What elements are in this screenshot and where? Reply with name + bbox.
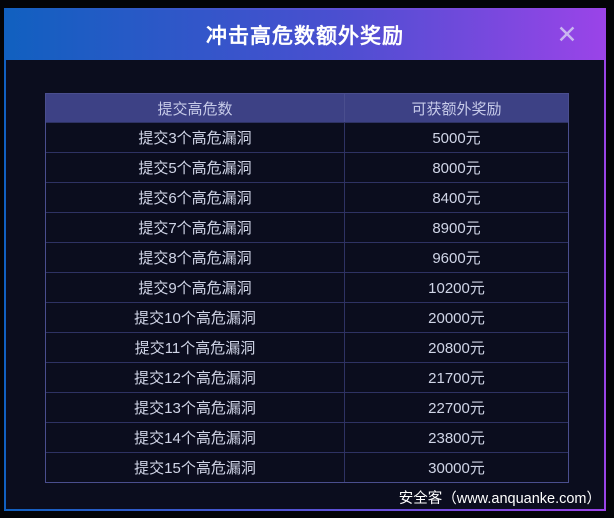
cell-reward: 21700元 — [344, 363, 568, 392]
table-row: 提交6个高危漏洞 8400元 — [46, 182, 568, 212]
cell-count: 提交6个高危漏洞 — [138, 190, 252, 207]
cell-count: 提交7个高危漏洞 — [138, 220, 252, 237]
table-row: 提交11个高危漏洞 20800元 — [46, 332, 568, 362]
cell-count: 提交14个高危漏洞 — [134, 430, 256, 447]
cell-reward: 5000元 — [344, 123, 568, 152]
table-row: 提交15个高危漏洞 30000元 — [46, 452, 568, 482]
cell-reward: 8400元 — [344, 183, 568, 212]
table-row: 提交13个高危漏洞 22700元 — [46, 392, 568, 422]
table-row: 提交5个高危漏洞 8000元 — [46, 152, 568, 182]
cell-count: 提交12个高危漏洞 — [134, 370, 256, 387]
table-header-row: 提交高危数 可获额外奖励 — [46, 94, 568, 122]
cell-count: 提交11个高危漏洞 — [134, 340, 256, 357]
modal-body: 冲击高危数额外奖励 ✕ 提交高危数 可获额外奖励 提交3个高危漏洞 5000元 … — [6, 10, 604, 509]
cell-reward: 10200元 — [344, 273, 568, 302]
table-row: 提交8个高危漏洞 9600元 — [46, 242, 568, 272]
cell-reward: 23800元 — [344, 423, 568, 452]
watermark: 安全客（www.anquanke.com） — [398, 491, 601, 507]
cell-reward: 20000元 — [344, 303, 568, 332]
table-row: 提交7个高危漏洞 8900元 — [46, 212, 568, 242]
table-row: 提交9个高危漏洞 10200元 — [46, 272, 568, 302]
rewards-table: 提交高危数 可获额外奖励 提交3个高危漏洞 5000元 提交5个高危漏洞 800… — [45, 93, 569, 483]
cell-count: 提交15个高危漏洞 — [134, 460, 256, 477]
cell-count: 提交8个高危漏洞 — [138, 250, 252, 267]
cell-reward: 9600元 — [344, 243, 568, 272]
column-header-count: 提交高危数 — [157, 100, 233, 118]
column-header-reward: 可获额外奖励 — [344, 94, 568, 122]
cell-reward: 30000元 — [344, 453, 568, 482]
cell-count: 提交9个高危漏洞 — [138, 280, 252, 297]
cell-reward: 22700元 — [344, 393, 568, 422]
cell-reward: 8900元 — [344, 213, 568, 242]
cell-reward: 8000元 — [344, 153, 568, 182]
table-row: 提交14个高危漏洞 23800元 — [46, 422, 568, 452]
close-button[interactable]: ✕ — [552, 20, 582, 50]
cell-count: 提交3个高危漏洞 — [138, 130, 252, 147]
cell-count: 提交10个高危漏洞 — [134, 310, 256, 327]
table-row: 提交10个高危漏洞 20000元 — [46, 302, 568, 332]
reward-modal: 冲击高危数额外奖励 ✕ 提交高危数 可获额外奖励 提交3个高危漏洞 5000元 … — [4, 8, 606, 511]
cell-count: 提交5个高危漏洞 — [138, 160, 252, 177]
table-row: 提交3个高危漏洞 5000元 — [46, 122, 568, 152]
cell-count: 提交13个高危漏洞 — [134, 400, 256, 417]
cell-reward: 20800元 — [344, 333, 568, 362]
modal-title: 冲击高危数额外奖励 — [206, 25, 404, 48]
table-row: 提交12个高危漏洞 21700元 — [46, 362, 568, 392]
modal-header: 冲击高危数额外奖励 ✕ — [6, 10, 604, 60]
close-icon: ✕ — [556, 20, 578, 49]
